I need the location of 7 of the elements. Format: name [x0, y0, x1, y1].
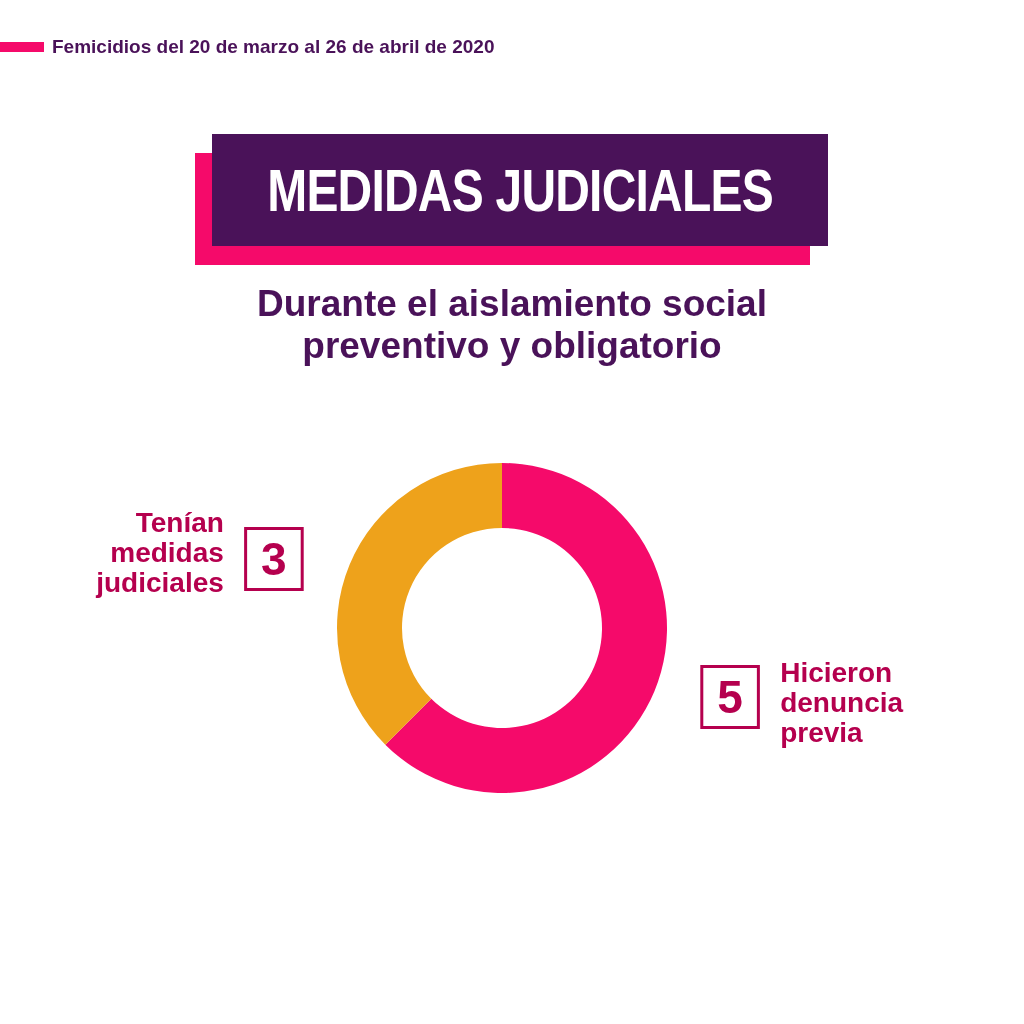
- data-label: 5: [717, 670, 743, 723]
- chart-subtitle: Durante el aislamiento social preventivo y obligatorio: [256, 283, 768, 367]
- chart-title: MEDIDAS JUDICIALES: [267, 155, 773, 225]
- slice-label: Tenían medidas judiciales: [94, 507, 224, 599]
- slice-label: Hicieron denuncia previa: [780, 656, 905, 748]
- data-label: 3: [261, 533, 287, 586]
- text: Femicidios del 20 de marzo al 26 de abril de 2020: [52, 36, 495, 58]
